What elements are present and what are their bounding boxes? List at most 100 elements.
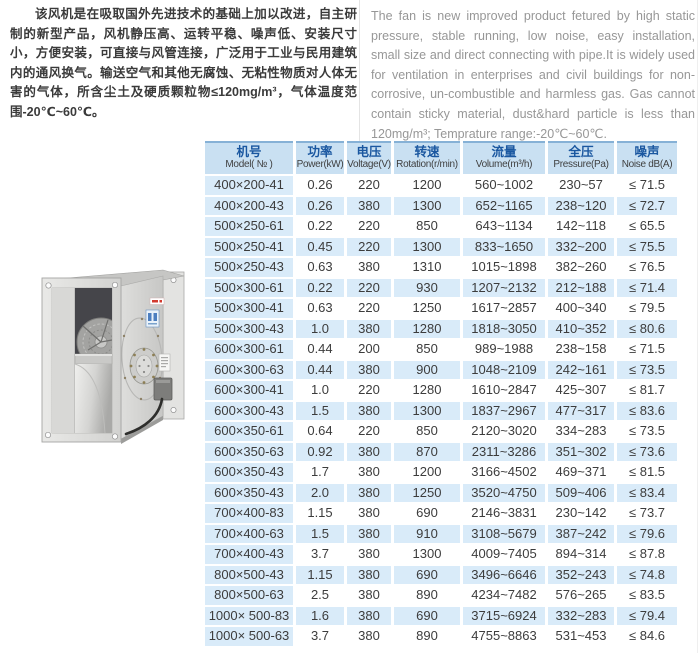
value-cell: 560~1002 (463, 176, 545, 195)
value-cell: 0.63 (296, 258, 344, 277)
value-cell: 142~118 (548, 217, 614, 236)
table-row: 1000× 500-83 1.6 380 690 3715~6924 332~283 ≤ 7… (205, 606, 677, 625)
table-row: 800×500-63 2.5 380 890 4234~7482 576~265 ≤ 83.… (205, 586, 677, 605)
column-divider (359, 0, 360, 142)
value-cell: 380 (347, 565, 391, 584)
model-cell: 700×400-83 (205, 504, 293, 523)
model-cell: 800×500-43 (205, 565, 293, 584)
value-cell: 0.26 (296, 196, 344, 215)
value-cell: 1.15 (296, 504, 344, 523)
value-cell: ≤ 81.5 (617, 463, 677, 482)
value-cell: 220 (347, 237, 391, 256)
value-cell: 890 (394, 627, 460, 646)
value-cell: 351~302 (548, 442, 614, 461)
value-cell: ≤ 73.6 (617, 442, 677, 461)
value-cell: 1837~2967 (463, 401, 545, 420)
value-cell: 1280 (394, 319, 460, 338)
value-cell: ≤ 80.6 (617, 319, 677, 338)
value-cell: 1.0 (296, 381, 344, 400)
value-cell: 850 (394, 422, 460, 441)
value-cell: ≤ 71.4 (617, 278, 677, 297)
table-row: 700×400-83 1.15 380 690 2146~3831 230~142 ≤ 73… (205, 504, 677, 523)
model-cell: 700×400-43 (205, 545, 293, 564)
value-cell: 380 (347, 196, 391, 215)
table-row: 500×250-41 0.45 220 1300 833~1650 332~200 ≤ 75… (205, 237, 677, 256)
value-cell: 2311~3286 (463, 442, 545, 461)
value-cell: 380 (347, 258, 391, 277)
model-cell: 700×400-63 (205, 524, 293, 543)
table-row: 600×350-43 2.0 380 1250 3520~4750 509~406 ≤ 83… (205, 483, 677, 502)
value-cell: 230~142 (548, 504, 614, 523)
value-cell: ≤ 87.8 (617, 545, 677, 564)
brand-label (149, 297, 165, 305)
value-cell: 1.0 (296, 319, 344, 338)
value-cell: 1280 (394, 381, 460, 400)
model-cell: 600×350-43 (205, 463, 293, 482)
motor-hub (129, 347, 159, 385)
page-right-edge (697, 0, 698, 653)
product-photo (38, 266, 190, 450)
value-cell: 643~1134 (463, 217, 545, 236)
column-header: 流量 Volume(m³/h) (463, 141, 545, 174)
table-row: 600×300-63 0.44 380 900 1048~2109 242~161 ≤ 73… (205, 360, 677, 379)
value-cell: 0.92 (296, 442, 344, 461)
value-cell: 230~57 (548, 176, 614, 195)
value-cell: 1610~2847 (463, 381, 545, 400)
value-cell: 1310 (394, 258, 460, 277)
intro-paragraph-zh: 该风机是在吸取国外先进技术的基础上加以改进，自主研制的新型产品，风机静压高、运转… (10, 7, 357, 119)
model-cell: 400×200-43 (205, 196, 293, 215)
model-cell: 500×250-43 (205, 258, 293, 277)
value-cell: 890 (394, 586, 460, 605)
value-cell: 0.44 (296, 340, 344, 359)
value-cell: 1617~2857 (463, 299, 545, 318)
value-cell: 0.26 (296, 176, 344, 195)
table-row: 500×300-61 0.22 220 930 1207~2132 212~188 ≤ 71… (205, 278, 677, 297)
value-cell: 220 (347, 381, 391, 400)
value-cell: 989~1988 (463, 340, 545, 359)
model-cell: 600×300-63 (205, 360, 293, 379)
value-cell: 242~161 (548, 360, 614, 379)
wiring-diagram-label (145, 309, 160, 328)
value-cell: 352~243 (548, 565, 614, 584)
value-cell: 220 (347, 176, 391, 195)
value-cell: 850 (394, 340, 460, 359)
value-cell: 576~265 (548, 586, 614, 605)
value-cell: 380 (347, 524, 391, 543)
value-cell: 1200 (394, 463, 460, 482)
value-cell: ≤ 79.6 (617, 524, 677, 543)
column-header: 转速 Rotation(r/min) (394, 141, 460, 174)
table-row: 700×400-63 1.5 380 910 3108~5679 387~242 ≤ 79.… (205, 524, 677, 543)
value-cell: 4234~7482 (463, 586, 545, 605)
table-row: 500×300-43 1.0 380 1280 1818~3050 410~352 ≤ 80… (205, 319, 677, 338)
value-cell: 200 (347, 340, 391, 359)
value-cell: 380 (347, 319, 391, 338)
value-cell: 3496~6646 (463, 565, 545, 584)
value-cell: 4009~7405 (463, 545, 545, 564)
table-body: 400×200-41 0.26 220 1200 560~1002 230~57 ≤ 71.… (205, 176, 677, 646)
table-row: 500×300-41 0.63 220 1250 1617~2857 400~340 ≤ 7… (205, 299, 677, 318)
value-cell: 332~200 (548, 237, 614, 256)
model-cell: 600×300-61 (205, 340, 293, 359)
model-cell: 1000× 500-83 (205, 606, 293, 625)
value-cell: ≤ 75.5 (617, 237, 677, 256)
model-cell: 500×300-61 (205, 278, 293, 297)
table-row: 400×200-41 0.26 220 1200 560~1002 230~57 ≤ 71.… (205, 176, 677, 195)
model-cell: 600×300-41 (205, 381, 293, 400)
value-cell: ≤ 84.6 (617, 627, 677, 646)
value-cell: ≤ 79.4 (617, 606, 677, 625)
value-cell: ≤ 76.5 (617, 258, 677, 277)
value-cell: 1048~2109 (463, 360, 545, 379)
power-cable (124, 397, 164, 436)
value-cell: 910 (394, 524, 460, 543)
table-row: 800×500-43 1.15 380 690 3496~6646 352~243 ≤ 74… (205, 565, 677, 584)
value-cell: 900 (394, 360, 460, 379)
value-cell: 477~317 (548, 401, 614, 420)
value-cell: 531~453 (548, 627, 614, 646)
value-cell: 380 (347, 463, 391, 482)
value-cell: 2120~3020 (463, 422, 545, 441)
value-cell: 833~1650 (463, 237, 545, 256)
model-cell: 600×350-43 (205, 483, 293, 502)
value-cell: 3166~4502 (463, 463, 545, 482)
value-cell: 894~314 (548, 545, 614, 564)
value-cell: 220 (347, 422, 391, 441)
